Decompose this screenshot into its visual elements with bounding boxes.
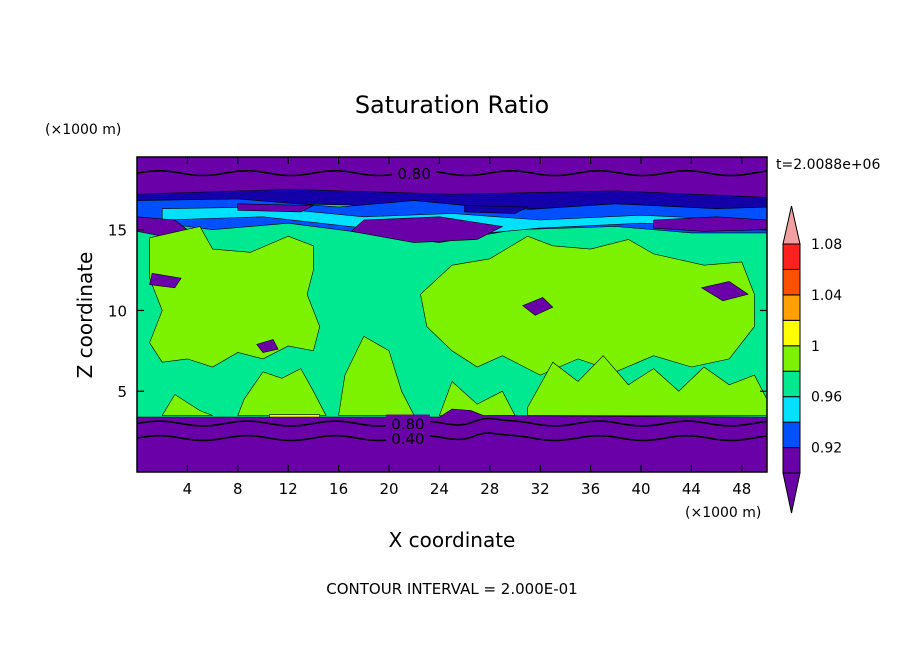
colorbar-label: 0.92	[811, 441, 842, 457]
time-label: t=2.0088e+06	[776, 157, 880, 173]
dry-spot	[700, 281, 749, 302]
dry-pocket	[653, 216, 767, 232]
colorbar-swatch	[782, 345, 801, 372]
cloud-mass	[149, 226, 321, 368]
colorbar-label: 1.08	[811, 237, 842, 253]
x-tick-label: 12	[279, 480, 298, 498]
x-tick-label: 32	[531, 480, 550, 498]
contour-label-bg	[385, 414, 430, 432]
cloud-mass	[527, 355, 767, 416]
colorbar-swatch	[782, 447, 801, 474]
lower-dry-layer	[137, 408, 767, 472]
x-tick-label: 36	[581, 480, 600, 498]
x-unit-label: (×1000 m)	[685, 505, 761, 521]
y-tick-label: 5	[117, 383, 127, 401]
x-tick-label: 8	[233, 480, 243, 498]
colorbar-label: 1	[811, 339, 820, 355]
dry-spot	[149, 272, 182, 289]
contour-interval-footer: CONTOUR INTERVAL = 2.000E-01	[326, 580, 577, 598]
y-axis-label: Z coordinate	[73, 252, 97, 379]
contour-label-bg	[385, 429, 430, 447]
plot-area: 0.800.800.40	[137, 157, 767, 472]
y-tick-label: 15	[108, 222, 127, 240]
colorbar-swatch	[782, 243, 801, 270]
contour-line	[137, 432, 767, 442]
colorbar-label: 1.04	[811, 288, 842, 304]
x-tick-label: 20	[379, 480, 398, 498]
contour-label-bg	[392, 164, 437, 182]
contour-line	[137, 417, 767, 427]
x-tick-label: 28	[480, 480, 499, 498]
x-tick-label: 16	[329, 480, 348, 498]
cloud-mass	[161, 394, 213, 416]
dry-pocket	[237, 203, 314, 213]
y-tick-label: 10	[108, 302, 127, 320]
chart-title: Saturation Ratio	[355, 91, 549, 119]
x-tick-label: 40	[631, 480, 650, 498]
colorbar-bottom-arrow	[782, 472, 801, 514]
x-tick-label: 24	[430, 480, 449, 498]
colorbar-label: 0.96	[811, 390, 842, 406]
colorbar-top-arrow	[782, 205, 801, 245]
x-tick-label: 4	[183, 480, 193, 498]
dry-spot	[256, 339, 279, 353]
contour-line	[137, 169, 767, 177]
cloud-mass	[338, 335, 415, 416]
dry-pocket	[464, 205, 528, 214]
cloud-mass	[420, 235, 755, 376]
dry-spot	[522, 297, 554, 316]
contour-label: 0.40	[391, 430, 424, 448]
colorbar-swatch	[782, 268, 801, 296]
cloud-mass	[237, 368, 327, 416]
contour-label: 0.80	[397, 165, 430, 183]
x-tick-label: 44	[682, 480, 701, 498]
colorbar-swatch	[782, 370, 801, 398]
colorbar-swatch	[782, 319, 801, 347]
y-unit-label: (×1000 m)	[45, 122, 121, 138]
x-axis-label: X coordinate	[389, 528, 516, 552]
plot-frame	[136, 156, 768, 473]
x-tick-label: 48	[732, 480, 751, 498]
colorbar-swatch	[782, 396, 801, 423]
colorbar-swatch	[782, 294, 801, 321]
contour-label: 0.80	[391, 416, 424, 434]
colorbar-swatch	[782, 421, 801, 449]
colorbar: 0.92 0.96 1 1.04 1.08	[782, 205, 842, 514]
dry-pocket	[350, 216, 504, 243]
